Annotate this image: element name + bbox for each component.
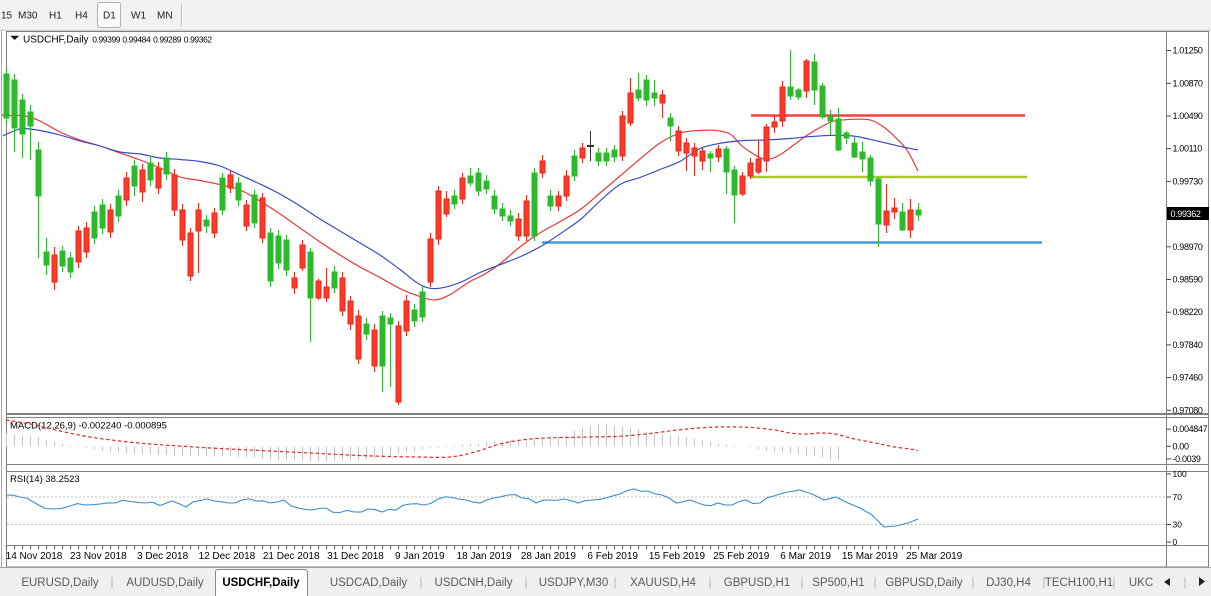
svg-text:MN: MN bbox=[157, 11, 173, 22]
svg-text:14 Nov 2018: 14 Nov 2018 bbox=[6, 551, 63, 562]
svg-text:1.00870: 1.00870 bbox=[1173, 78, 1203, 88]
svg-text:15: 15 bbox=[1, 11, 13, 22]
svg-text:GBPUSD,Daily: GBPUSD,Daily bbox=[885, 577, 963, 589]
svg-text:MACD(12,26,9) -0.002240 -0.000: MACD(12,26,9) -0.002240 -0.000895 bbox=[10, 421, 167, 432]
svg-text:9 Jan 2019: 9 Jan 2019 bbox=[395, 551, 445, 562]
svg-text:UKC: UKC bbox=[1129, 577, 1153, 589]
svg-text:USDCHF,Daily: USDCHF,Daily bbox=[23, 35, 89, 46]
svg-text:23 Nov 2018: 23 Nov 2018 bbox=[70, 551, 127, 562]
svg-text:15 Feb 2019: 15 Feb 2019 bbox=[649, 551, 706, 562]
svg-text:0.00: 0.00 bbox=[1173, 441, 1189, 451]
svg-text:|: | bbox=[801, 577, 804, 589]
svg-text:USDJPY,M30: USDJPY,M30 bbox=[539, 577, 608, 589]
svg-text:SP500,H1: SP500,H1 bbox=[812, 577, 864, 589]
svg-text:|: | bbox=[420, 577, 423, 589]
svg-text:|: | bbox=[614, 577, 617, 589]
svg-text:6 Feb 2019: 6 Feb 2019 bbox=[587, 551, 638, 562]
svg-text:DJ30,H4: DJ30,H4 bbox=[986, 577, 1031, 589]
svg-text:M30: M30 bbox=[18, 11, 38, 22]
svg-text:-0.0039: -0.0039 bbox=[1173, 454, 1201, 464]
svg-text:RSI(14) 38.2523: RSI(14) 38.2523 bbox=[10, 474, 80, 485]
svg-text:25 Mar 2019: 25 Mar 2019 bbox=[906, 551, 963, 562]
svg-text:D1: D1 bbox=[103, 11, 116, 22]
svg-text:0.99362: 0.99362 bbox=[184, 35, 213, 45]
svg-text:|: | bbox=[709, 577, 712, 589]
svg-text:0.99399: 0.99399 bbox=[92, 35, 121, 45]
svg-text:0.99484: 0.99484 bbox=[122, 35, 151, 45]
svg-text:|: | bbox=[1043, 577, 1046, 589]
svg-text:|: | bbox=[874, 577, 877, 589]
svg-text:70: 70 bbox=[1173, 492, 1183, 502]
svg-text:|: | bbox=[1113, 577, 1116, 589]
svg-text:|: | bbox=[525, 577, 528, 589]
svg-text:0.98220: 0.98220 bbox=[1173, 307, 1203, 317]
svg-text:|: | bbox=[972, 577, 975, 589]
svg-text:100: 100 bbox=[1173, 469, 1187, 479]
svg-text:GBPUSD,H1: GBPUSD,H1 bbox=[724, 577, 790, 589]
svg-text:USDCHF,Daily: USDCHF,Daily bbox=[222, 577, 300, 589]
svg-text:3 Dec 2018: 3 Dec 2018 bbox=[137, 551, 189, 562]
svg-text:1.00490: 1.00490 bbox=[1173, 111, 1203, 121]
svg-text:30: 30 bbox=[1173, 520, 1183, 530]
svg-text:TECH100,H1: TECH100,H1 bbox=[1045, 577, 1113, 589]
svg-text:W1: W1 bbox=[131, 11, 146, 22]
svg-text:21 Dec 2018: 21 Dec 2018 bbox=[263, 551, 320, 562]
svg-text:0: 0 bbox=[1173, 537, 1178, 547]
svg-text:0.99289: 0.99289 bbox=[153, 35, 182, 45]
svg-text:USDCAD,Daily: USDCAD,Daily bbox=[330, 577, 408, 589]
svg-text:28 Jan 2019: 28 Jan 2019 bbox=[521, 551, 576, 562]
svg-text:H1: H1 bbox=[49, 11, 62, 22]
svg-text:0.98590: 0.98590 bbox=[1173, 275, 1203, 285]
svg-text:0.97840: 0.97840 bbox=[1173, 340, 1203, 350]
svg-text:USDCNH,Daily: USDCNH,Daily bbox=[435, 577, 513, 589]
svg-text:1.01250: 1.01250 bbox=[1173, 46, 1203, 56]
svg-text:15 Mar 2019: 15 Mar 2019 bbox=[842, 551, 899, 562]
svg-text:25 Feb 2019: 25 Feb 2019 bbox=[713, 551, 770, 562]
svg-text:0.97460: 0.97460 bbox=[1173, 373, 1203, 383]
svg-text:6 Mar 2019: 6 Mar 2019 bbox=[780, 551, 831, 562]
svg-text:1.00110: 1.00110 bbox=[1173, 144, 1203, 154]
svg-text:12 Dec 2018: 12 Dec 2018 bbox=[199, 551, 256, 562]
svg-text:H4: H4 bbox=[75, 11, 88, 22]
svg-text:0.97080: 0.97080 bbox=[1173, 405, 1203, 415]
svg-text:EURUSD,Daily: EURUSD,Daily bbox=[21, 577, 99, 589]
svg-text:0.99362: 0.99362 bbox=[1171, 209, 1201, 219]
svg-text:|: | bbox=[111, 577, 114, 589]
svg-text:31 Dec 2018: 31 Dec 2018 bbox=[327, 551, 384, 562]
svg-text:|: | bbox=[1184, 577, 1187, 589]
svg-text:0.004847: 0.004847 bbox=[1173, 424, 1208, 434]
svg-text:XAUUSD,H4: XAUUSD,H4 bbox=[630, 577, 696, 589]
svg-text:0.99730: 0.99730 bbox=[1173, 176, 1203, 186]
svg-text:18 Jan 2019: 18 Jan 2019 bbox=[457, 551, 512, 562]
svg-text:AUDUSD,Daily: AUDUSD,Daily bbox=[126, 577, 204, 589]
svg-text:0.98970: 0.98970 bbox=[1173, 242, 1203, 252]
